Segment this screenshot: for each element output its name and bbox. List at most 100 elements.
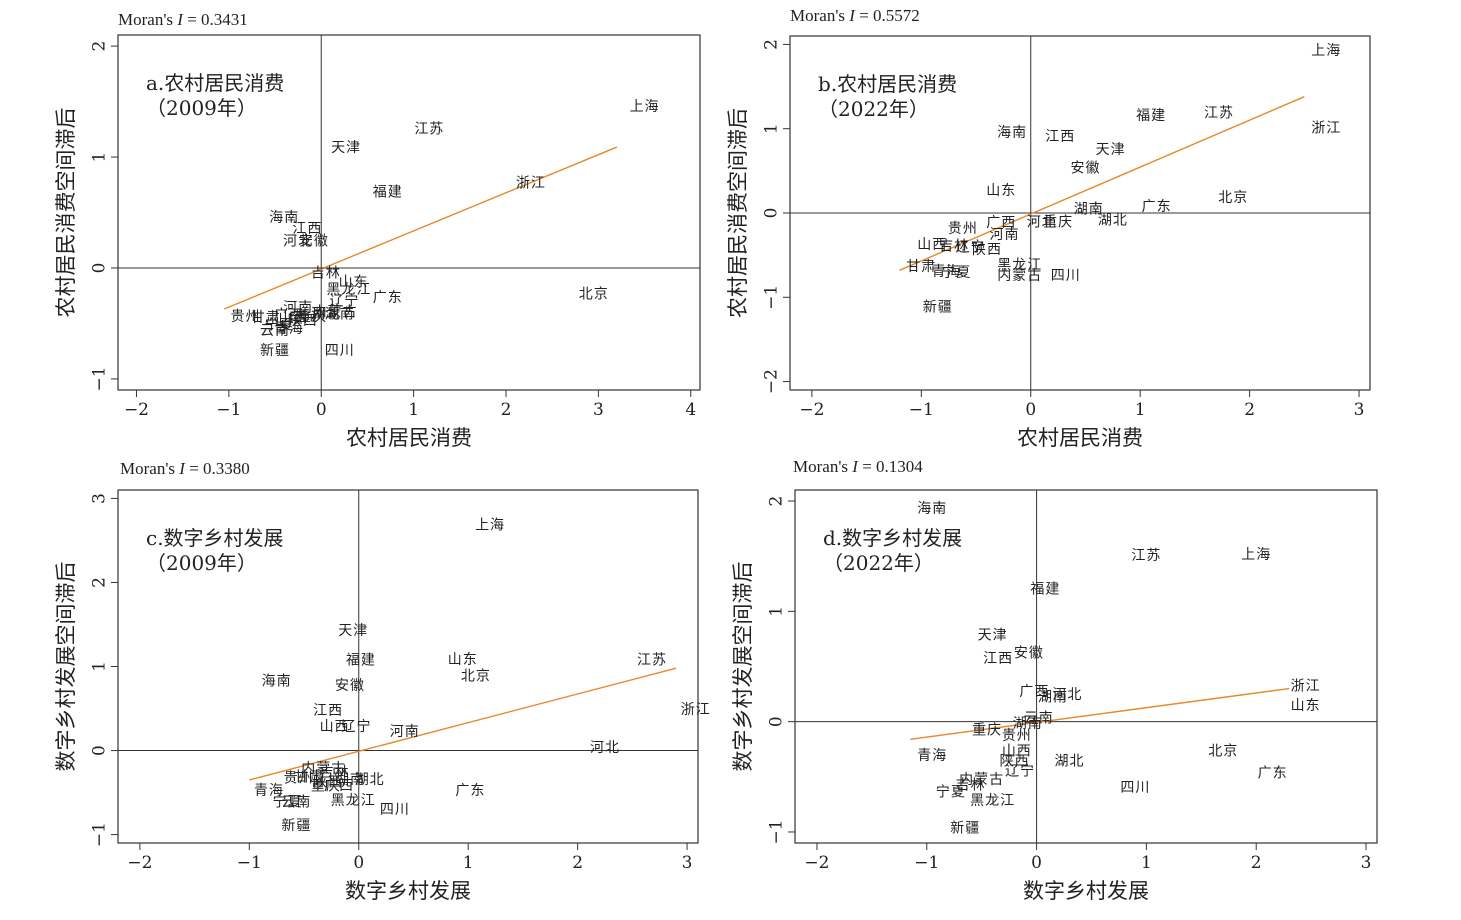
province-point-label: 河北 xyxy=(1052,687,1082,703)
y-tick-label: 1 xyxy=(90,152,110,163)
y-axis-label: 数字乡村发展空间滞后 xyxy=(731,562,755,772)
province-point-label: 黑龙江 xyxy=(331,793,376,809)
x-axis-label: 数字乡村发展 xyxy=(345,879,471,903)
moran-title-a: Moran's I = 0.3431 xyxy=(118,10,248,29)
province-point-label: 山东 xyxy=(339,274,369,290)
province-point-label: 山东 xyxy=(1291,698,1321,714)
province-point-label: 甘肃 xyxy=(295,769,325,785)
regression-fit-line xyxy=(899,96,1305,271)
x-tick-label: 2 xyxy=(1244,400,1255,420)
x-tick-label: 1 xyxy=(408,400,419,420)
province-point-label: 甘肃 xyxy=(251,310,281,326)
province-point-label: 河北 xyxy=(283,233,313,249)
province-point-label: 青海 xyxy=(274,321,304,337)
y-axis-label: 农村居民消费空间滞后 xyxy=(54,108,78,318)
province-point-label: 湖南 xyxy=(1013,716,1043,732)
panel-year-label: （2009年） xyxy=(146,96,257,120)
x-tick-label: −1 xyxy=(914,853,939,873)
x-tick-label: −1 xyxy=(909,400,934,420)
regression-fit-line xyxy=(910,687,1290,741)
province-point-label: 北京 xyxy=(1208,743,1238,759)
province-point-label: 福建 xyxy=(1136,108,1166,124)
province-point-label: 青海 xyxy=(931,264,961,280)
province-point-label: 江苏 xyxy=(1204,106,1234,122)
province-point-label: 安徽 xyxy=(335,678,365,694)
x-axis-label: 农村居民消费 xyxy=(346,426,472,450)
province-point-label: 山西 xyxy=(1002,743,1032,759)
province-point-label: 四川 xyxy=(1051,268,1081,284)
panel-label: c.数字乡村发展 xyxy=(146,526,284,550)
province-point-label: 云南 xyxy=(1024,710,1054,726)
x-tick-label: 2 xyxy=(572,853,583,873)
x-tick-label: 2 xyxy=(1251,853,1262,873)
province-point-label: 广东 xyxy=(455,783,485,799)
province-point-label: 江西 xyxy=(313,703,343,719)
x-tick-label: −2 xyxy=(799,400,824,420)
province-point-label: 广西 xyxy=(986,215,1016,231)
province-point-label: 江西 xyxy=(1045,129,1075,145)
y-axis-label: 农村居民消费空间滞后 xyxy=(726,108,750,318)
province-point-label: 四川 xyxy=(325,343,355,359)
province-point-label: 安徽 xyxy=(299,233,329,249)
panel-year-label: （2022年） xyxy=(818,97,929,121)
province-point-label: 贵州 xyxy=(230,309,260,325)
y-tick-label: −1 xyxy=(90,822,110,847)
province-point-label: 广西 xyxy=(274,308,304,324)
province-point-label: 上海 xyxy=(630,99,660,115)
province-point-label: 辽宁 xyxy=(342,718,372,735)
province-point-label: 宁夏 xyxy=(941,264,971,281)
x-tick-label: 3 xyxy=(1354,400,1365,420)
x-tick-label: 0 xyxy=(316,400,327,420)
y-tick-label: −1 xyxy=(762,285,782,310)
province-point-label: 山东 xyxy=(448,652,478,668)
province-point-label: 上海 xyxy=(1241,547,1271,563)
panel-label: d.数字乡村发展 xyxy=(823,526,962,550)
province-point-label: 广东 xyxy=(373,290,403,306)
province-point-label: 重庆 xyxy=(297,309,327,325)
x-tick-label: 0 xyxy=(353,853,364,873)
x-tick-label: −1 xyxy=(216,400,241,420)
province-point-label: 北京 xyxy=(1218,190,1248,206)
province-point-label: 江西 xyxy=(983,651,1013,667)
province-point-label: 广西 xyxy=(324,778,354,794)
x-axis-label: 农村居民消费 xyxy=(1017,426,1143,450)
province-point-label: 河南 xyxy=(390,724,420,740)
province-point-label: 甘肃 xyxy=(906,259,936,275)
province-point-label: 江西 xyxy=(292,221,322,237)
province-point-label: 天津 xyxy=(331,140,361,156)
x-tick-label: 3 xyxy=(682,853,693,873)
y-tick-label: 0 xyxy=(90,745,110,756)
plot-frame xyxy=(794,489,1378,844)
plot-frame xyxy=(117,34,701,391)
province-point-label: 河南 xyxy=(989,227,1019,243)
province-point-label: 四川 xyxy=(1120,780,1150,796)
province-point-label: 上海 xyxy=(1311,43,1341,59)
province-point-label: 云南 xyxy=(260,323,290,339)
province-point-label: 山东 xyxy=(986,183,1016,199)
province-point-label: 福建 xyxy=(346,653,376,669)
moran-title-c: Moran's I = 0.3380 xyxy=(120,459,250,478)
province-point-label: 宁夏 xyxy=(273,794,303,811)
x-axis-label: 数字乡村发展 xyxy=(1023,879,1149,903)
province-point-label: 江苏 xyxy=(637,653,667,669)
province-point-label: 湖南 xyxy=(335,772,365,788)
x-tick-label: 1 xyxy=(1141,853,1152,873)
province-point-label: 广西 xyxy=(1019,684,1049,700)
x-tick-label: 0 xyxy=(1025,400,1036,420)
y-tick-label: 2 xyxy=(90,41,110,52)
province-point-label: 海南 xyxy=(997,125,1027,141)
province-point-label: 陕西 xyxy=(972,242,1002,258)
province-point-label: 天津 xyxy=(978,628,1008,644)
province-point-label: 重庆 xyxy=(1043,214,1073,230)
province-point-label: 上海 xyxy=(475,517,505,533)
province-point-label: 宁夏 xyxy=(265,317,295,334)
province-point-label: 江苏 xyxy=(414,121,444,137)
province-point-label: 云南 xyxy=(281,795,311,811)
province-point-label: 辽宁 xyxy=(956,239,986,256)
province-point-label: 河北 xyxy=(590,740,620,756)
x-tick-label: 1 xyxy=(463,853,474,873)
province-point-label: 黑龙江 xyxy=(997,257,1042,273)
province-point-label: 广东 xyxy=(1258,766,1288,782)
province-point-label: 浙江 xyxy=(1311,121,1341,137)
